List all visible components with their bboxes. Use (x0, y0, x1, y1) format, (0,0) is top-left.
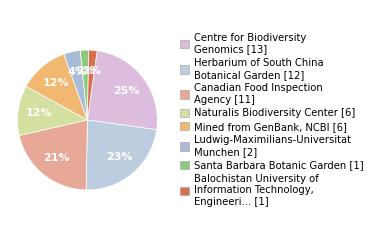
Text: 21%: 21% (43, 153, 70, 163)
Wedge shape (64, 50, 87, 120)
Text: 12%: 12% (42, 78, 69, 88)
Wedge shape (87, 50, 97, 120)
Text: 2%: 2% (76, 66, 95, 76)
Wedge shape (19, 120, 87, 190)
Wedge shape (80, 50, 89, 120)
Legend: Centre for Biodiversity
Genomics [13], Herbarium of South China
Botanical Garden: Centre for Biodiversity Genomics [13], H… (180, 33, 363, 207)
Text: 4%: 4% (67, 67, 86, 77)
Text: 2%: 2% (82, 66, 101, 76)
Wedge shape (17, 86, 87, 135)
Text: 23%: 23% (106, 152, 132, 162)
Wedge shape (86, 120, 157, 190)
Wedge shape (87, 51, 157, 130)
Text: 12%: 12% (25, 108, 52, 118)
Text: 25%: 25% (113, 85, 140, 96)
Wedge shape (26, 54, 87, 120)
